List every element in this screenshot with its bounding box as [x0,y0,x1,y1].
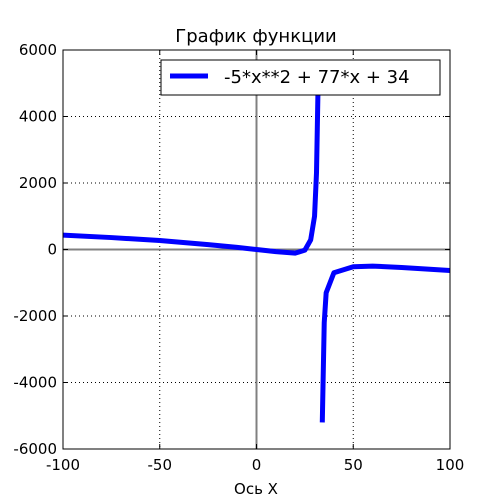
y-tick-label: 4000 [19,108,57,126]
plot-area: -100 -50 0 50 100 -6000 -4000 -2000 0 2000 4000 600… [13,41,464,474]
x-tick-label: 100 [436,456,465,474]
x-tick-label: 0 [252,456,262,474]
legend-label: -5*x**2 + 77*x + 34 [224,67,410,88]
y-tick-label: -2000 [13,307,57,325]
y-tick-label: -6000 [13,440,57,458]
legend: -5*x**2 + 77*x + 34 [160,59,441,96]
x-tick-label: -100 [46,456,80,474]
y-tick-label: 0 [47,241,57,259]
x-tick-label: 50 [344,456,363,474]
series-line [63,66,321,256]
chart-title: График функции [175,26,336,47]
x-tick-label: -50 [148,456,173,474]
y-tick-label: 2000 [19,174,57,192]
y-tick-label: -4000 [13,374,57,392]
series-line [319,263,450,423]
y-tick-label: 6000 [19,41,57,59]
x-axis-label: Ось X [234,480,278,498]
